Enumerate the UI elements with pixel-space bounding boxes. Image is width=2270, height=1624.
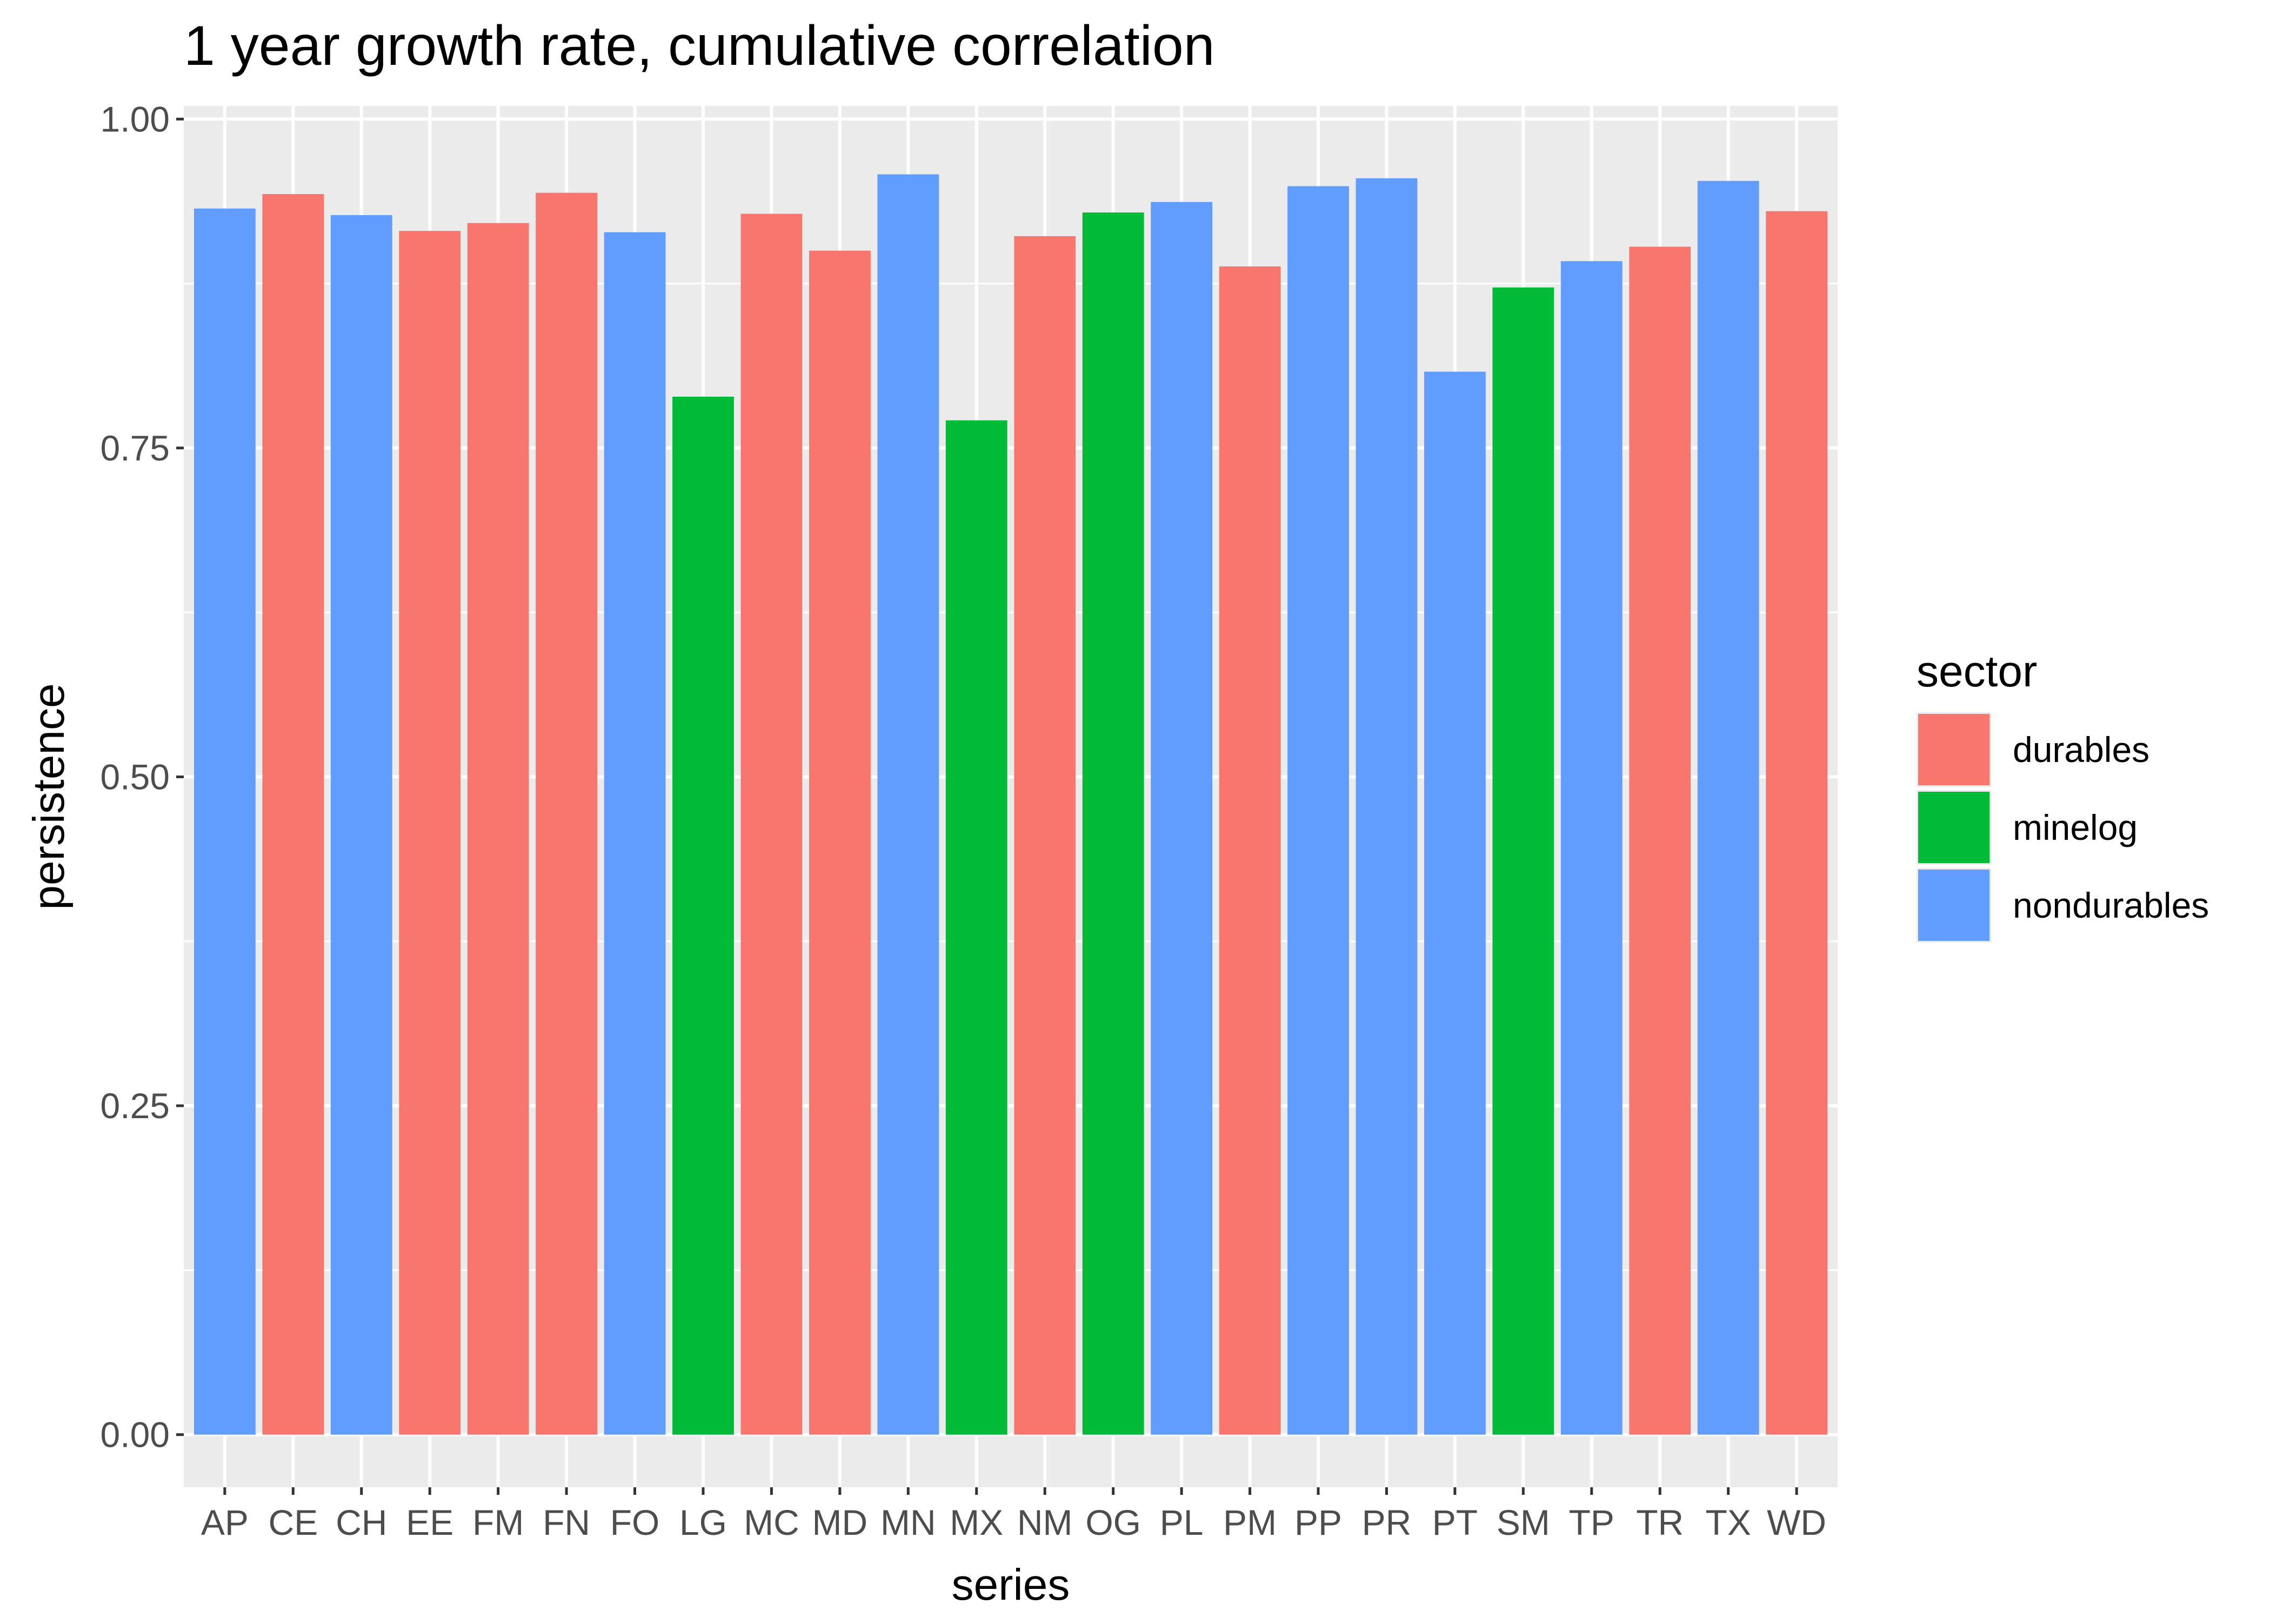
x-tick-label: MN [880, 1502, 936, 1542]
bars [193, 174, 1828, 1435]
x-tick-label: CE [268, 1502, 318, 1542]
legend-swatch-minelog [1918, 792, 1989, 863]
bar-tp [1560, 261, 1623, 1435]
bar-pl [1151, 202, 1213, 1435]
y-tick-label: 1.00 [101, 99, 170, 139]
bar-md [809, 250, 871, 1435]
bar-og [1082, 212, 1144, 1435]
bar-ce [262, 194, 324, 1435]
x-tick-label: MC [744, 1502, 799, 1542]
y-tick-label: 0.25 [101, 1086, 170, 1126]
legend-title: sector [1917, 647, 2037, 696]
legend: sector durables minelog nondurables [1917, 647, 2209, 943]
bar-ap [193, 208, 256, 1435]
x-tick-label: FN [543, 1502, 590, 1542]
bar-mn [877, 174, 939, 1435]
bar-wd [1766, 211, 1828, 1435]
x-tick-label: TR [1636, 1502, 1684, 1542]
x-tick-label: SM [1497, 1502, 1550, 1542]
x-axis: AP CE CH EE FM FN FO LG MC MD MN MX NM OG PL PM PP PR PT SM… [201, 1487, 1826, 1542]
x-tick-label: TP [1569, 1502, 1614, 1542]
bar-pr [1356, 178, 1418, 1435]
bar-mc [740, 213, 803, 1435]
bar-tx [1697, 181, 1759, 1435]
x-tick-label: TX [1706, 1502, 1751, 1542]
chart-title: 1 year growth rate, cumulative correlati… [184, 15, 1215, 77]
x-tick-label: AP [201, 1502, 249, 1542]
legend-swatch-durables [1918, 714, 1989, 785]
x-tick-label: PM [1223, 1502, 1277, 1542]
bar-fn [536, 192, 597, 1435]
x-tick-label: NM [1017, 1502, 1073, 1542]
legend-swatch-nondurables [1918, 870, 1989, 941]
bar-lg [672, 396, 734, 1435]
bar-pm [1219, 266, 1281, 1435]
bar-pt [1424, 371, 1486, 1435]
x-axis-title: series [952, 1560, 1070, 1609]
bar-tr [1629, 246, 1691, 1435]
legend-entries: durables minelog nondurables [1917, 712, 2209, 943]
x-tick-label: PT [1432, 1502, 1478, 1542]
x-tick-label: CH [336, 1502, 387, 1542]
legend-label-durables: durables [2013, 730, 2149, 770]
x-tick-label: OG [1085, 1502, 1141, 1542]
y-tick-label: 0.75 [101, 428, 170, 468]
x-tick-label: PP [1294, 1502, 1342, 1542]
bar-pp [1287, 186, 1349, 1435]
x-tick-label: MD [812, 1502, 868, 1542]
legend-label-minelog: minelog [2013, 807, 2138, 847]
bar-nm [1014, 236, 1076, 1435]
bar-ee [399, 231, 461, 1435]
bar-fm [467, 223, 529, 1435]
bar-mx [945, 420, 1007, 1435]
x-tick-label: WD [1767, 1502, 1826, 1542]
bar-sm [1492, 287, 1554, 1435]
x-tick-label: PR [1362, 1502, 1412, 1542]
bar-ch [330, 215, 392, 1435]
x-tick-label: LG [679, 1502, 727, 1542]
y-axis-title: persistence [24, 683, 74, 910]
y-tick-label: 0.50 [101, 757, 170, 797]
x-tick-label: MX [950, 1502, 1003, 1542]
y-axis: 0.00 0.25 0.50 0.75 1.00 [101, 99, 184, 1455]
x-tick-label: EE [406, 1502, 453, 1542]
legend-label-nondurables: nondurables [2013, 885, 2209, 925]
x-tick-label: FO [610, 1502, 660, 1542]
bar-fo [604, 232, 666, 1435]
x-tick-label: FM [472, 1502, 524, 1542]
y-tick-label: 0.00 [101, 1415, 170, 1455]
x-tick-label: PL [1160, 1502, 1204, 1542]
